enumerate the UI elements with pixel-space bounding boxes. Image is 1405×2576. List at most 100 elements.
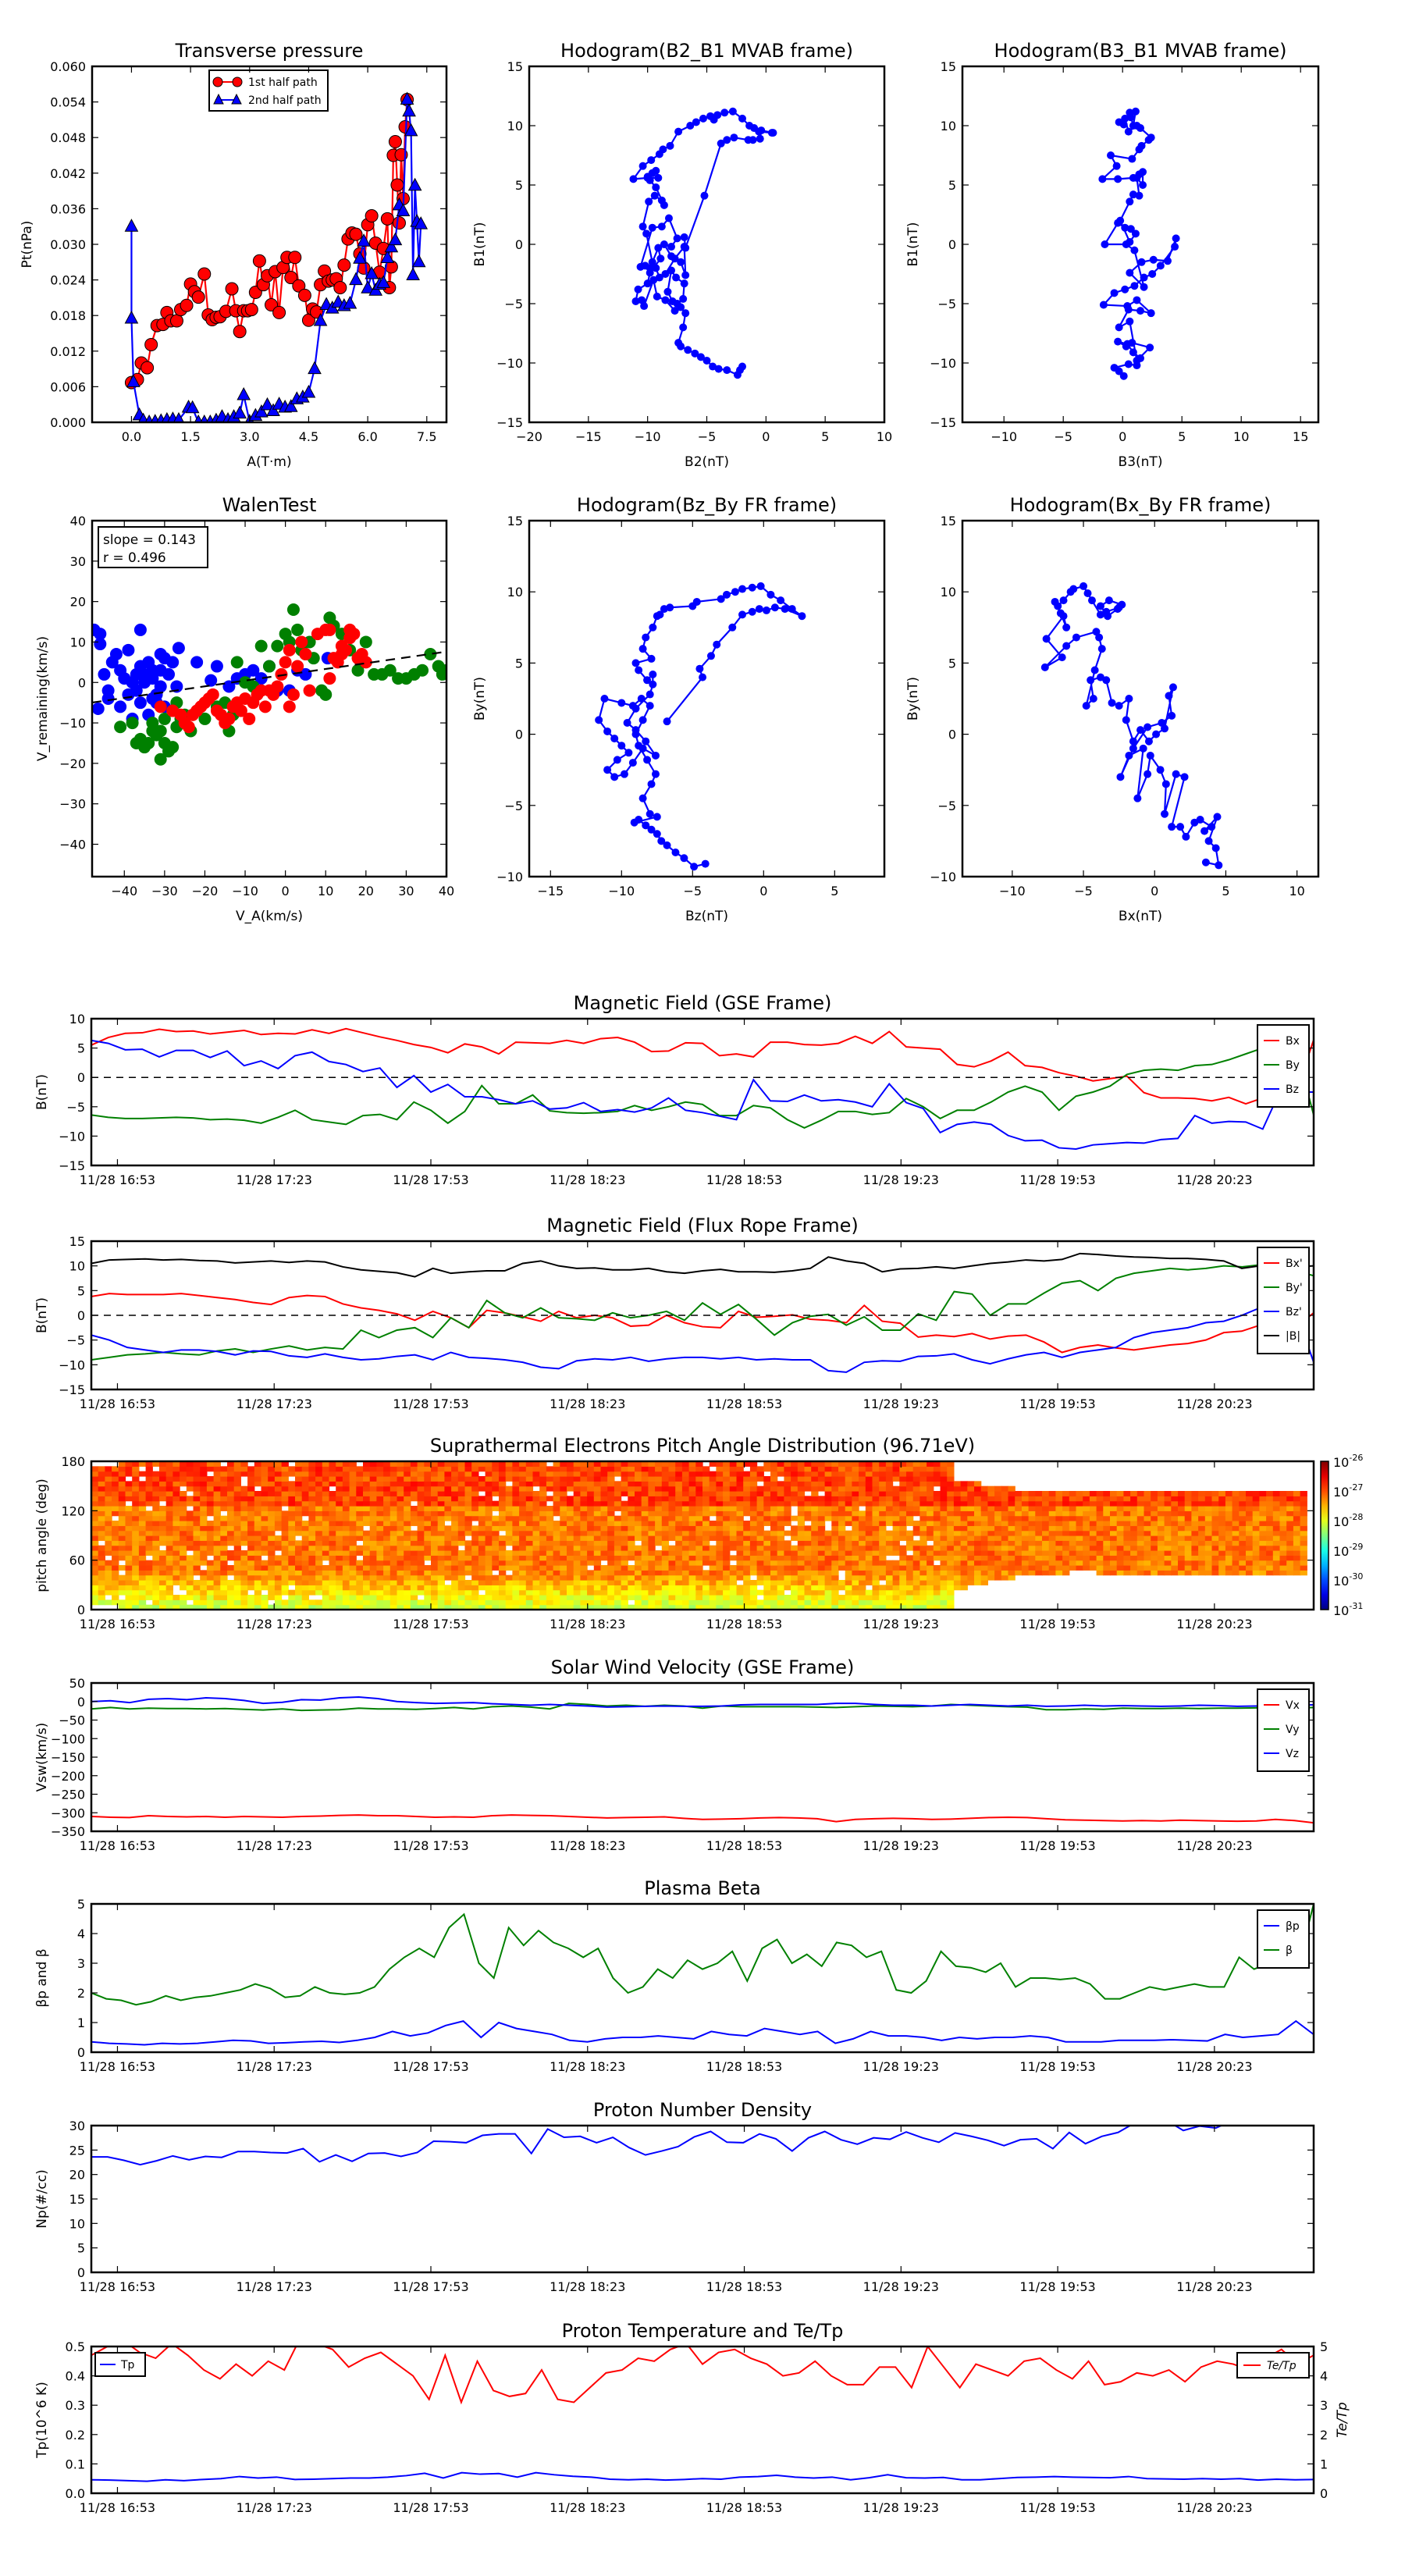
- heatmap-cell: [628, 1515, 635, 1521]
- heatmap-cell: [180, 1530, 187, 1536]
- heatmap-cell: [811, 1476, 819, 1482]
- heatmap-cell: [254, 1476, 262, 1482]
- heatmap-cell: [648, 1476, 656, 1482]
- heatmap-cell: [478, 1510, 486, 1517]
- heatmap-cell: [614, 1491, 622, 1496]
- heatmap-cell: [525, 1570, 534, 1576]
- heatmap-cell: [899, 1530, 907, 1536]
- heatmap-cell: [865, 1491, 873, 1496]
- heatmap-cell: [274, 1599, 283, 1606]
- heatmap-cell: [268, 1550, 276, 1556]
- heatmap-cell: [451, 1481, 459, 1487]
- heatmap-cell: [288, 1574, 296, 1581]
- heatmap-cell: [268, 1491, 276, 1496]
- heatmap-cell: [974, 1491, 982, 1496]
- heatmap-cell: [444, 1574, 452, 1581]
- heatmap-cell: [736, 1530, 744, 1536]
- heatmap-cell: [1055, 1535, 1063, 1541]
- heatmap-cell: [784, 1545, 791, 1551]
- heatmap-cell: [736, 1476, 744, 1482]
- heatmap-cell: [743, 1521, 751, 1526]
- heatmap-cell: [845, 1580, 852, 1585]
- heatmap-cell: [763, 1604, 771, 1610]
- heatmap-cell: [600, 1595, 608, 1600]
- heatmap-cell: [376, 1595, 384, 1600]
- heatmap-cell: [308, 1476, 316, 1482]
- heatmap-cell: [927, 1550, 934, 1556]
- x-tick-label: 11/28 16:53: [80, 1172, 155, 1187]
- heatmap-cell: [899, 1589, 907, 1596]
- heatmap-cell: [132, 1496, 140, 1502]
- heatmap-cell: [410, 1485, 418, 1492]
- heatmap-cell: [240, 1580, 248, 1585]
- heatmap-cell: [743, 1485, 751, 1492]
- heatmap-cell: [879, 1585, 887, 1591]
- heatmap-cell: [1001, 1500, 1009, 1507]
- heatmap-cell: [960, 1521, 968, 1526]
- heatmap-cell: [254, 1560, 262, 1566]
- heatmap-cell: [1008, 1550, 1016, 1556]
- heatmap-cell: [1048, 1506, 1056, 1511]
- x-tick-label: 4.5: [299, 429, 318, 444]
- heatmap-cell: [112, 1510, 119, 1517]
- heatmap-cell: [729, 1506, 738, 1511]
- heatmap-cell: [206, 1604, 215, 1610]
- heatmap-cell: [885, 1604, 894, 1610]
- heatmap-cell: [233, 1604, 241, 1610]
- heatmap-cell: [295, 1530, 303, 1536]
- heatmap-cell: [336, 1540, 343, 1546]
- heatmap-cell: [532, 1565, 540, 1571]
- heatmap-cell: [132, 1574, 140, 1581]
- heatmap-cell: [369, 1471, 377, 1477]
- heatmap-cell: [859, 1580, 866, 1585]
- heatmap-cell: [573, 1589, 581, 1596]
- heatmap-cell: [240, 1604, 248, 1610]
- heatmap-cell: [457, 1521, 466, 1526]
- heatmap-cell: [695, 1560, 703, 1566]
- heatmap-cell: [681, 1565, 690, 1571]
- scatter-point-green: [198, 712, 212, 725]
- heatmap-cell: [628, 1510, 635, 1517]
- x-tick-label: 6.0: [357, 429, 377, 444]
- heatmap-cell: [845, 1535, 852, 1541]
- heatmap-cell: [593, 1574, 602, 1581]
- heatmap-cell: [159, 1510, 167, 1517]
- heatmap-cell: [777, 1550, 784, 1556]
- heatmap-cell: [974, 1570, 982, 1576]
- heatmap-cell: [233, 1585, 241, 1591]
- heatmap-cell: [661, 1471, 670, 1477]
- marker-dot: [654, 173, 663, 182]
- heatmap-cell: [539, 1545, 547, 1551]
- heatmap-cell: [431, 1595, 439, 1600]
- heatmap-cell: [987, 1545, 995, 1551]
- heatmap-cell: [125, 1496, 133, 1502]
- marker-dot: [1133, 794, 1142, 802]
- heatmap-cell: [892, 1540, 900, 1546]
- marker-dot: [748, 583, 756, 592]
- heatmap-cell: [681, 1604, 690, 1610]
- marker-triangle: [173, 411, 184, 422]
- heatmap-cell: [519, 1515, 527, 1521]
- scatter-point-blue: [122, 643, 135, 656]
- heatmap-cell: [702, 1500, 710, 1507]
- heatmap-cell: [173, 1471, 180, 1477]
- heatmap-cell: [404, 1574, 411, 1581]
- marker-dot: [728, 623, 737, 632]
- x-tick-label: 0: [762, 429, 770, 444]
- marker-dot: [1201, 858, 1210, 866]
- heatmap-cell: [560, 1485, 567, 1492]
- heatmap-cell: [539, 1476, 547, 1482]
- heatmap-cell: [512, 1550, 520, 1556]
- heatmap-cell: [383, 1500, 391, 1507]
- heatmap-cell: [220, 1521, 228, 1526]
- heatmap-cell: [688, 1574, 696, 1581]
- heatmap-cell: [437, 1506, 445, 1511]
- heatmap-cell: [431, 1496, 439, 1502]
- heatmap-cell: [1001, 1540, 1009, 1546]
- heatmap-cell: [457, 1491, 466, 1496]
- heatmap-cell: [641, 1471, 649, 1477]
- heatmap-cell: [356, 1481, 364, 1487]
- heatmap-cell: [444, 1510, 452, 1517]
- heatmap-cell: [247, 1574, 255, 1581]
- heatmap-cell: [688, 1471, 696, 1477]
